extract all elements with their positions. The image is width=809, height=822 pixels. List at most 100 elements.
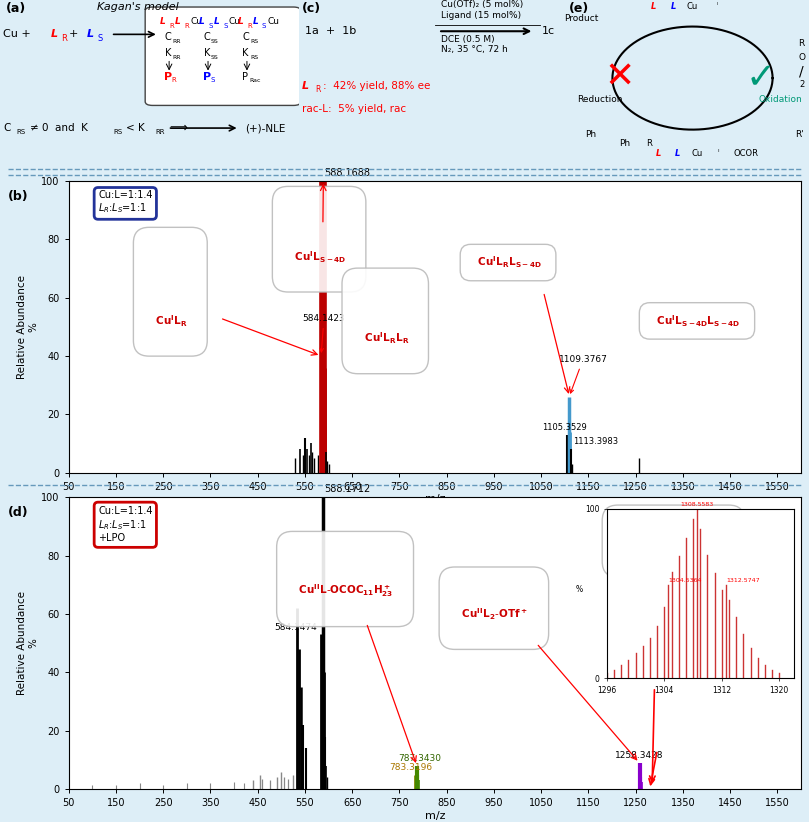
Text: C: C [204, 33, 210, 43]
Text: Ligand (15 mol%): Ligand (15 mol%) [441, 12, 521, 20]
Text: 588.1688: 588.1688 [324, 168, 371, 178]
Text: (b): (b) [8, 190, 28, 202]
Text: Oxidation: Oxidation [758, 95, 802, 104]
Text: C: C [165, 33, 172, 43]
Text: 1a  +  1b: 1a + 1b [305, 26, 356, 36]
Text: $\mathbf{Cu^IL_{S-4D}}$: $\mathbf{Cu^IL_{S-4D}}$ [288, 202, 350, 276]
Text: R: R [184, 23, 188, 29]
Text: (e): (e) [569, 2, 589, 15]
Text: N₂, 35 °C, 72 h: N₂, 35 °C, 72 h [441, 45, 507, 54]
Text: ✕: ✕ [604, 61, 635, 95]
Text: ✓: ✓ [745, 61, 776, 95]
Text: K: K [204, 48, 210, 58]
Text: ≠ 0  and  K: ≠ 0 and K [30, 123, 88, 133]
Text: Reduction: Reduction [578, 95, 623, 104]
Text: RS: RS [250, 39, 258, 44]
Text: Cu: Cu [692, 149, 703, 158]
Text: 588.1712: 588.1712 [324, 484, 371, 494]
X-axis label: m/z: m/z [425, 495, 445, 505]
Text: L: L [671, 2, 676, 11]
Text: Cu: Cu [190, 17, 202, 26]
Text: S: S [210, 77, 215, 83]
Text: < K: < K [125, 123, 145, 133]
Text: S: S [97, 34, 103, 43]
Text: L: L [51, 30, 58, 39]
Text: 2: 2 [799, 80, 804, 89]
Text: L: L [676, 149, 680, 158]
Text: 1105.3529: 1105.3529 [542, 423, 587, 432]
Text: RR: RR [172, 54, 180, 59]
Text: R: R [172, 77, 176, 83]
Text: DCE (0.5 M): DCE (0.5 M) [441, 35, 494, 44]
Text: O: O [798, 53, 805, 62]
Text: 1c: 1c [542, 26, 556, 36]
Text: L: L [160, 17, 166, 26]
Text: OCOR: OCOR [734, 149, 758, 158]
Text: 584.1423: 584.1423 [303, 314, 345, 352]
Text: +: + [69, 30, 78, 39]
Text: K: K [243, 48, 249, 58]
Text: C: C [3, 123, 11, 133]
Text: Ph: Ph [619, 139, 630, 148]
Text: R: R [646, 139, 652, 148]
Text: ᴵᴵ: ᴵᴵ [718, 150, 721, 156]
Text: L: L [651, 2, 656, 11]
Text: $\mathbf{Cu^IL_{S-4D}L_{S-4D}}$: $\mathbf{Cu^IL_{S-4D}L_{S-4D}}$ [650, 313, 744, 329]
Text: (+)-NLE: (+)-NLE [245, 123, 286, 133]
Text: 1109.3767: 1109.3767 [558, 355, 608, 393]
Text: 1113.3983: 1113.3983 [574, 437, 618, 446]
Text: Cu: Cu [268, 17, 280, 26]
Text: (d): (d) [8, 506, 28, 519]
Text: SS: SS [211, 54, 218, 59]
Text: :  42% yield, 88% ee: : 42% yield, 88% ee [324, 81, 430, 91]
Y-axis label: Relative Abundance
%: Relative Abundance % [17, 591, 39, 695]
Text: $\mathbf{Cu^IL_RL_R}$: $\mathbf{Cu^IL_RL_R}$ [358, 284, 413, 358]
Text: Kagan's model: Kagan's model [97, 2, 179, 12]
Text: R': R' [795, 130, 803, 139]
Text: rac-L:  5% yield, rac: rac-L: 5% yield, rac [302, 104, 406, 114]
Text: Cu: Cu [229, 17, 241, 26]
Text: RR: RR [172, 39, 180, 44]
Text: R: R [798, 39, 805, 48]
Text: L: L [302, 81, 309, 91]
Text: C: C [243, 33, 249, 43]
Text: RS: RS [250, 54, 258, 59]
Text: L: L [87, 30, 94, 39]
Text: L: L [253, 17, 259, 26]
Text: P: P [203, 72, 211, 81]
Text: 584.1474: 584.1474 [274, 622, 317, 631]
X-axis label: m/z: m/z [425, 811, 445, 821]
Text: $\mathbf{Cu^{II}L_2\text{-}OTf^+}$: $\mathbf{Cu^{II}L_2\text{-}OTf^+}$ [455, 583, 533, 634]
Text: Ph: Ph [585, 130, 596, 139]
Text: RR: RR [155, 129, 165, 135]
Text: 783.3196: 783.3196 [390, 763, 433, 772]
Text: R: R [61, 34, 67, 43]
Text: S: S [262, 23, 266, 29]
Text: S: S [223, 23, 227, 29]
Text: RS: RS [114, 129, 123, 135]
Text: /: / [799, 64, 804, 78]
Text: $\mathbf{Cu^IL_RL_{S-4D}}$: $\mathbf{Cu^IL_RL_{S-4D}}$ [471, 255, 545, 270]
Text: L: L [656, 149, 661, 158]
Text: 1258.3428: 1258.3428 [616, 751, 663, 760]
Text: L: L [214, 17, 220, 26]
Text: L: L [238, 17, 244, 26]
Y-axis label: Relative Abundance
%: Relative Abundance % [17, 275, 39, 379]
Text: (c): (c) [302, 2, 321, 15]
Text: SS: SS [211, 39, 218, 44]
Text: L: L [175, 17, 181, 26]
Text: Cu(OTf)₂ (5 mol%): Cu(OTf)₂ (5 mol%) [441, 0, 523, 9]
Text: Product: Product [564, 14, 598, 23]
Text: S: S [208, 23, 213, 29]
Text: RS: RS [16, 129, 26, 135]
Text: Cu:L=1:1.4
$L_R$:$L_S$=1:1: Cu:L=1:1.4 $L_R$:$L_S$=1:1 [98, 190, 153, 215]
Text: L: L [199, 17, 205, 26]
Text: R: R [316, 85, 320, 95]
Text: $\mathbf{Cu^IL_R}$: $\mathbf{Cu^IL_R}$ [149, 243, 192, 340]
Text: Rac: Rac [249, 78, 260, 83]
Text: ⟹: ⟹ [169, 122, 187, 135]
Text: ᴵ: ᴵ [716, 3, 718, 9]
Text: Cu:L=1:1.4
$L_R$:$L_S$=1:1
+LPO: Cu:L=1:1.4 $L_R$:$L_S$=1:1 +LPO [98, 506, 153, 543]
Text: (a): (a) [6, 2, 26, 15]
Text: $\mathbf{Cu^{II}L_2\text{-}OCOC_{11}H_{23}^+}$: $\mathbf{Cu^{II}L_2\text{-}OCOC_{11}H_{2… [618, 520, 729, 561]
